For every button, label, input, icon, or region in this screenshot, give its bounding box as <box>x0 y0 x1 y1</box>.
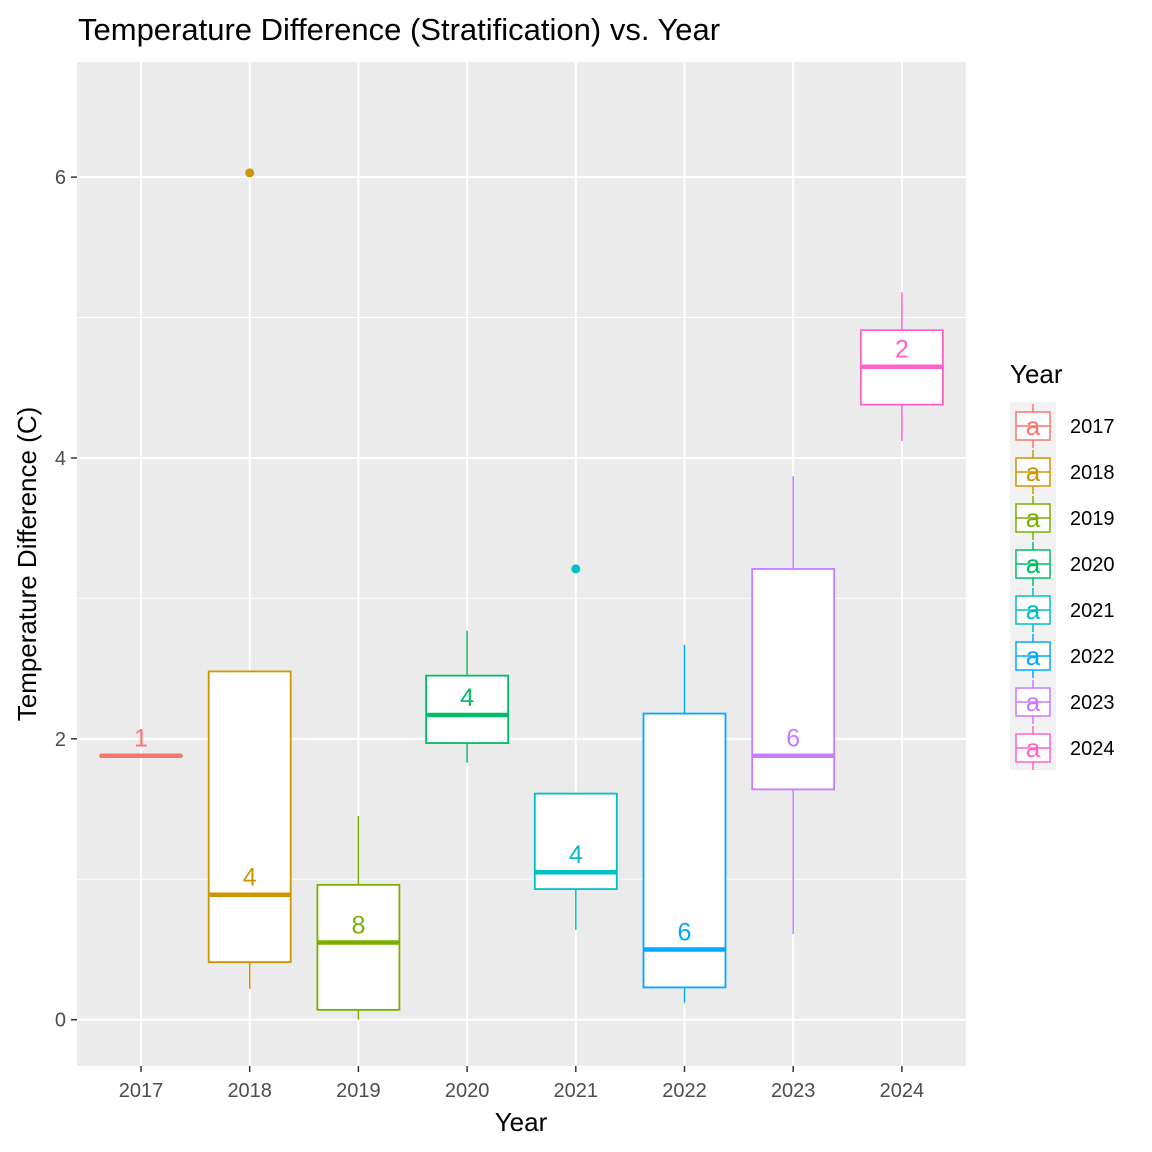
x-tick-label: 2019 <box>336 1080 381 1102</box>
legend-key-glyph: a <box>1026 549 1041 579</box>
legend-item-2019: a 2019 <box>1015 496 1115 540</box>
box-2022: 6 <box>642 644 727 1003</box>
x-axis-title: Year <box>495 1107 548 1137</box>
legend-label: 2020 <box>1070 554 1115 576</box>
y-tick-label: 0 <box>55 1010 66 1032</box>
count-label: 6 <box>678 918 692 946</box>
y-tick-label: 4 <box>55 448 66 470</box>
outlier-point <box>571 564 581 574</box>
x-tick-label: 2024 <box>880 1080 925 1102</box>
legend-item-2021: a 2021 <box>1015 588 1115 632</box>
box-2023: 6 <box>751 476 836 935</box>
legend-label: 2019 <box>1070 508 1115 530</box>
count-label: 8 <box>351 911 365 939</box>
box-body <box>316 883 401 1011</box>
x-tick-label: 2018 <box>227 1080 272 1102</box>
legend-key-glyph: a <box>1026 733 1041 763</box>
x-tick-label: 2023 <box>771 1080 816 1102</box>
legend-title: Year <box>1010 359 1063 389</box>
chart-title: Temperature Difference (Stratification) … <box>78 12 720 47</box>
box-body <box>751 568 836 791</box>
box-body <box>207 670 292 964</box>
y-tick-label: 6 <box>55 167 66 189</box>
y-tick-label: 2 <box>55 729 66 751</box>
box-2019: 8 <box>316 816 401 1020</box>
legend-key-glyph: a <box>1026 687 1041 717</box>
x-axis: 2017 2018 2019 2020 2021 2022 2023 2024 <box>119 1066 924 1102</box>
count-label: 4 <box>569 841 583 869</box>
count-label: 4 <box>460 684 474 712</box>
count-label: 4 <box>243 864 257 892</box>
box-body <box>642 712 727 989</box>
legend-key-glyph: a <box>1026 503 1041 533</box>
box-2017: 1 <box>99 725 183 758</box>
legend: Year a 2017 a 2018 a 2019 a 2020 a 2021 a 2022 a 2023… <box>1010 359 1115 770</box>
box-body <box>425 674 510 744</box>
y-axis-title: Temperature Difference (C) <box>12 407 42 722</box>
x-tick-label: 2022 <box>662 1080 707 1102</box>
boxes-layer: 1 4 8 4 4 6 6 2 <box>99 168 944 1020</box>
legend-item-2018: a 2018 <box>1015 450 1115 494</box>
x-tick-label: 2021 <box>554 1080 599 1102</box>
x-tick-label: 2020 <box>445 1080 490 1102</box>
legend-key-glyph: a <box>1026 411 1041 441</box>
legend-label: 2022 <box>1070 646 1115 668</box>
legend-item-2022: a 2022 <box>1015 634 1115 678</box>
legend-key-glyph: a <box>1026 595 1041 625</box>
box-2021: 4 <box>533 564 618 930</box>
legend-item-2023: a 2023 <box>1015 680 1115 724</box>
legend-label: 2017 <box>1070 416 1115 438</box>
legend-label: 2018 <box>1070 462 1115 484</box>
box-2024: 2 <box>860 292 944 442</box>
legend-item-2017: a 2017 <box>1015 404 1115 448</box>
legend-key-glyph: a <box>1026 457 1041 487</box>
legend-label: 2024 <box>1070 738 1115 760</box>
count-label: 2 <box>895 336 909 364</box>
box-2018: 4 <box>207 168 292 989</box>
count-label: 1 <box>134 725 148 753</box>
box-2020: 4 <box>425 630 510 763</box>
outlier-point <box>245 168 255 178</box>
legend-label: 2023 <box>1070 692 1115 714</box>
y-axis: 0 2 4 6 <box>55 167 77 1032</box>
legend-key-glyph: a <box>1026 641 1041 671</box>
count-label: 6 <box>786 725 800 753</box>
legend-item-2024: a 2024 <box>1015 726 1115 770</box>
legend-label: 2021 <box>1070 600 1115 622</box>
legend-item-2020: a 2020 <box>1015 542 1115 586</box>
x-tick-label: 2017 <box>119 1080 164 1102</box>
